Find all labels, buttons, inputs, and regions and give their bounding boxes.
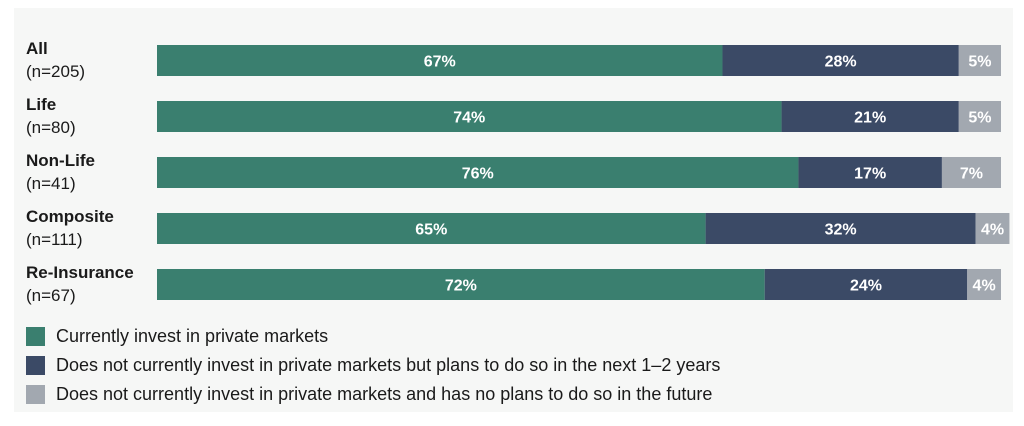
- bar-row-re-insurance: Re-Insurance (n=67) 72% 24% 4%: [26, 263, 1001, 305]
- legend: Currently invest in private markets Does…: [26, 322, 720, 409]
- data-label-all-plans: 28%: [825, 54, 857, 71]
- data-label-all-no-plans: 5%: [968, 54, 991, 71]
- data-label-re-insurance-plans: 24%: [850, 278, 882, 295]
- bar-row-all: All (n=205) 67% 28% 5%: [26, 39, 1001, 81]
- data-label-life-invest: 74%: [453, 110, 485, 127]
- data-label-composite-no-plans: 4%: [981, 222, 1004, 239]
- legend-label-currently-invest: Currently invest in private markets: [56, 326, 329, 346]
- bar-segment-re-insurance-plans: [764, 269, 968, 300]
- legend-label-no-plans: Does not currently invest in private mar…: [56, 384, 713, 404]
- bar-segment-all-invest: [157, 45, 723, 76]
- category-count-life: (n=80): [26, 118, 76, 137]
- legend-swatch-no-plans: [26, 385, 45, 404]
- category-label-life: Life: [26, 95, 56, 114]
- legend-swatch-currently-invest: [26, 327, 45, 346]
- bar-segment-composite-plans: [705, 213, 976, 244]
- bar-segment-composite-no-plans: [975, 213, 1010, 244]
- category-label-composite: Composite: [26, 207, 114, 226]
- bar-row-life: Life (n=80) 74% 21% 5%: [26, 95, 1001, 137]
- category-count-re-insurance: (n=67): [26, 286, 76, 305]
- bar-segment-all-no-plans: [958, 45, 1001, 76]
- legend-label-plans-to-invest: Does not currently invest in private mar…: [56, 355, 721, 375]
- category-label-non-life: Non-Life: [26, 151, 95, 170]
- data-label-non-life-invest: 76%: [462, 166, 494, 183]
- bar-segment-non-life-plans: [798, 157, 942, 188]
- data-label-re-insurance-invest: 72%: [445, 278, 477, 295]
- data-label-non-life-plans: 17%: [854, 166, 886, 183]
- bar-row-non-life: Non-Life (n=41) 76% 17% 7%: [26, 151, 1001, 193]
- bar-segment-composite-invest: [157, 213, 706, 244]
- data-label-non-life-no-plans: 7%: [960, 166, 983, 183]
- category-count-all: (n=205): [26, 62, 85, 81]
- bar-segment-life-plans: [781, 101, 959, 132]
- legend-item-plans-to-invest: Does not currently invest in private mar…: [26, 351, 720, 380]
- legend-swatch-plans-to-invest: [26, 356, 45, 375]
- bar-segment-re-insurance-no-plans: [967, 269, 1001, 300]
- data-label-life-plans: 21%: [854, 110, 886, 127]
- data-label-composite-plans: 32%: [825, 222, 857, 239]
- legend-item-no-plans: Does not currently invest in private mar…: [26, 380, 720, 409]
- data-label-all-invest: 67%: [424, 54, 456, 71]
- data-label-re-insurance-no-plans: 4%: [973, 278, 996, 295]
- category-label-all: All: [26, 39, 48, 58]
- bar-segment-life-invest: [157, 101, 782, 132]
- bar-segment-non-life-no-plans: [941, 157, 1001, 188]
- bar-row-composite: Composite (n=111) 65% 32% 4%: [26, 207, 1010, 249]
- category-count-composite: (n=111): [26, 230, 83, 249]
- bar-segment-life-no-plans: [958, 101, 1001, 132]
- bar-segment-all-plans: [722, 45, 959, 76]
- category-count-non-life: (n=41): [26, 174, 76, 193]
- category-label-re-insurance: Re-Insurance: [26, 263, 134, 282]
- legend-item-currently-invest: Currently invest in private markets: [26, 322, 720, 351]
- data-label-composite-invest: 65%: [415, 222, 447, 239]
- data-label-life-no-plans: 5%: [968, 110, 991, 127]
- bar-segment-re-insurance-invest: [157, 269, 765, 300]
- bar-segment-non-life-invest: [157, 157, 799, 188]
